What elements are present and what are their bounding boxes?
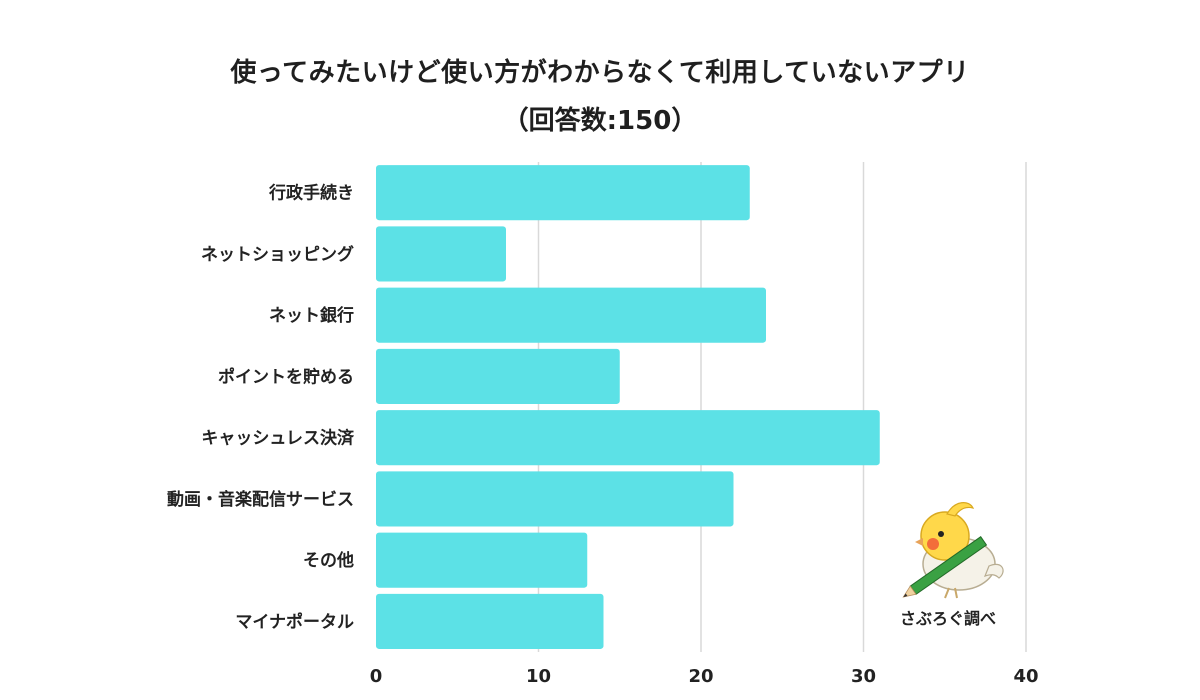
category-label: 行政手続き [268,183,354,204]
category-label: 動画・音楽配信サービス [167,489,354,510]
bar [376,410,880,466]
bar [376,287,766,343]
category-label: ネット銀行 [269,305,354,326]
bars [376,165,880,649]
source-credit: さぶろぐ調べ [900,609,996,628]
category-labels: 行政手続きネットショッピングネット銀行ポイントを貯めるキャッシュレス決済動画・音… [167,183,355,633]
category-label: ポイントを貯める [218,366,354,387]
category-label: その他 [303,550,354,571]
bar [376,348,620,404]
x-axis-ticks: 0 10 20 30 40 [370,666,1039,687]
chart-subtitle: （回答数:150） [502,106,698,136]
bar [376,593,604,649]
chart-title: 使ってみたいけど使い方がわからなくて利用していないアプリ [230,58,970,88]
x-tick-label: 40 [1013,666,1038,687]
category-label: ネットショッピング [201,244,354,265]
bar [376,471,734,527]
x-tick-label: 20 [688,666,713,687]
category-label: キャッシュレス決済 [201,428,355,449]
category-label: マイナポータル [235,611,354,632]
bird-with-pencil-icon [902,502,1004,599]
bar [376,165,750,221]
x-tick-label: 30 [851,666,876,687]
bar [376,532,588,588]
bar [376,226,506,282]
x-tick-label: 10 [526,666,551,687]
x-tick-label: 0 [370,666,383,687]
